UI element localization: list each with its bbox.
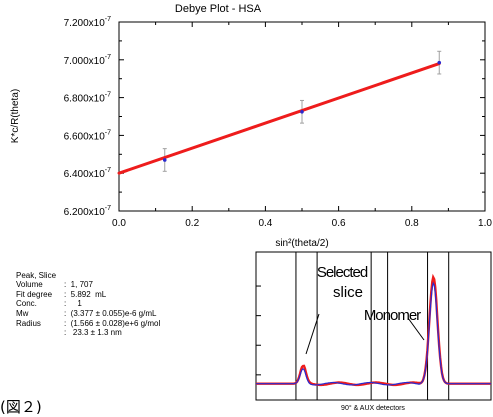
annotation-monomer: Monomer [364,307,421,324]
data-point [162,158,167,162]
y-tick-label: 6.400x10-7 [64,167,111,180]
fit-line [117,62,441,175]
y-tick-label: 7.200x10-7 [64,16,111,29]
result-label: Peak, Slice [16,270,57,280]
chart-title: Debye Plot - HSA [175,3,262,15]
result-value: : 1 [64,299,82,309]
annotation-selected: Selected [317,264,368,281]
result-value: : 23.3 ± 1.3 nm [64,328,122,338]
debye-plot: Debye Plot - HSA 6.200x10-7 6.400x10-7 6.6… [10,3,492,249]
result-value: : (3.377 ± 0.055)e-6 g/mL [64,308,157,318]
result-label: Volume [16,280,43,290]
chromatogram-series-line [256,281,491,386]
result-value: : 1, 707 [64,280,93,290]
result-label: Mw [16,308,29,318]
x-axis-label: sin²(theta/2) [275,238,328,249]
data-point [437,60,442,65]
result-row: Peak, Slice : 1, 707 [16,261,93,290]
results-panel: Peak, Slice : 1, 707 Volume : 5.892 mL F… [16,261,160,338]
y-tick-label: 6.800x10-7 [64,92,111,105]
x-tick-label: 1.0 [478,218,492,229]
data-point [300,109,304,114]
x-tick-label: 0.6 [332,218,346,229]
result-row: Radius : 23.3 ± 1.3 nm [16,309,122,338]
figure-caption: (図２) [0,398,42,416]
y-tick-label: 6.600x10-7 [64,129,111,142]
chromatogram-x-label: 90° & AUX detectors [341,404,405,412]
result-row: Mw : (1.566 ± 0.028)e+6 g/mol [16,299,160,328]
result-row: Volume : 5.892 mL [16,271,106,299]
monomer-pointer [407,317,425,341]
chromatogram-frame [255,251,492,401]
result-label: Fit degree [16,289,53,299]
chromatogram-plot: Selected slice Monomer 90° & AUX detecto… [255,251,492,412]
x-tick-label: 0.4 [258,218,272,229]
y-tick-label: 6.200x10-7 [64,205,111,218]
result-row: Fit degree : 1 [16,280,82,309]
result-value: : (1.566 ± 0.028)e+6 g/mol [64,318,161,328]
result-label: Conc. [16,299,37,309]
x-tick-label: 0.0 [112,218,126,229]
result-value: : 5.892 mL [64,289,107,299]
result-row: Conc. : (3.377 ± 0.055)e-6 g/mL [16,290,156,318]
y-axis-label: K*c/R(theta) [10,89,21,143]
x-tick-label: 0.8 [405,218,419,229]
annotation-slice: slice [333,284,363,301]
x-tick-label: 0.2 [185,218,199,229]
result-label: Radius [16,318,41,328]
y-tick-label: 7.000x10-7 [64,54,111,67]
selected-slice-pointer [305,313,320,355]
